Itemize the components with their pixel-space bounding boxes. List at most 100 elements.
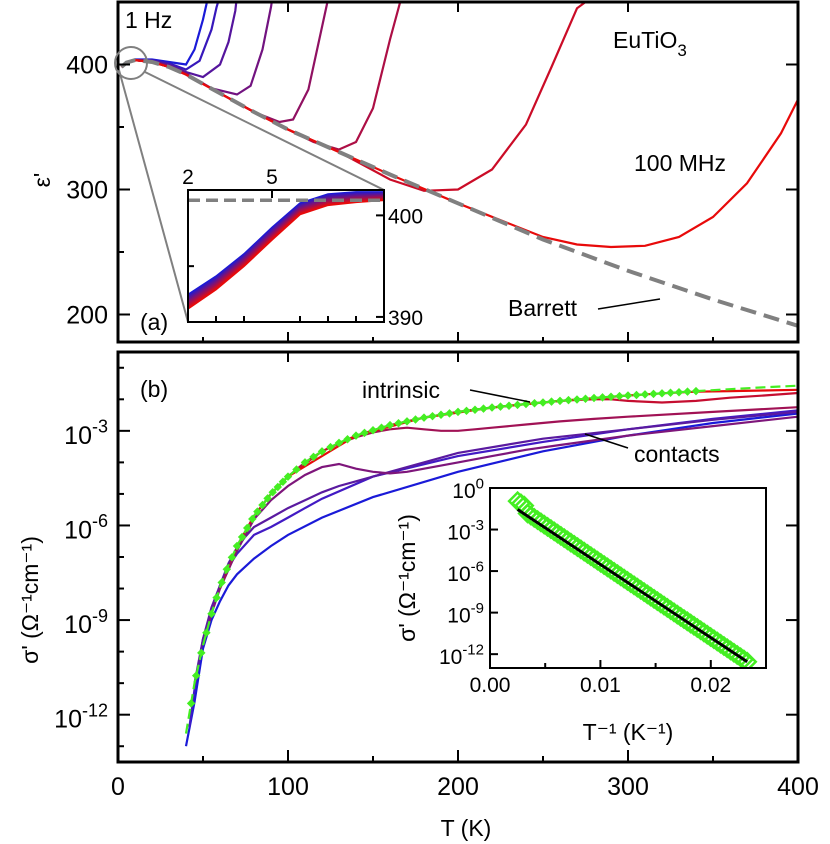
panel-b-ticks [117, 352, 799, 762]
panel-b-ytick-label-2: 10-9 [64, 606, 108, 639]
panel-a-inset-frame [187, 189, 385, 323]
panel-b-ytick-labels: 10-310-610-910-12 [54, 417, 108, 734]
panel-b-ytick-label-1-exp: -6 [92, 511, 108, 531]
intrinsic-marker [462, 406, 471, 416]
panel-b-inset-ylabel: σ' (Ω⁻¹cm⁻¹) [394, 514, 420, 642]
barrett-curve [120, 58, 798, 328]
panel-b-inset-ytick-label-2-base: 10 [447, 563, 470, 586]
zoom-circle [114, 46, 148, 80]
panel-a-title: EuTiO3 [613, 27, 687, 60]
panel-b-plot-area [184, 384, 798, 747]
panel-b-series-3 [193, 410, 798, 684]
intrinsic-label: intrinsic [362, 377, 440, 403]
intrinsic-marker [360, 428, 369, 438]
zoom-connector-upper [144, 71, 385, 191]
panel-a-inset-series-4 [188, 193, 384, 301]
panel-b-xlabel: T (K) [441, 815, 492, 841]
panel-b: 10-310-610-910-12 0 100 200 300 400 T (K) σ'… [17, 350, 819, 841]
panel-b-inset-ytick-label-1-base: 10 [447, 522, 470, 545]
low-frequency-label: 1 Hz [125, 7, 172, 33]
panel-a-inset-series-6 [188, 195, 384, 304]
panel-b-inset-xtick-label-2: 0.02 [690, 674, 731, 697]
inset-fit-line [516, 508, 749, 664]
panel-b-inset-ytick-label-4: 10-12 [439, 642, 484, 669]
panel-b-xtick-label-2: 200 [437, 773, 479, 801]
panel-b-inset-xtick-label-0: 0.00 [470, 674, 511, 697]
panel-b-inset-ytick-label-0-base: 10 [452, 480, 475, 503]
panel-b-inset-plot-area [507, 490, 758, 668]
panel-b-ytick-label-0: 10-3 [64, 417, 108, 450]
intrinsic-marker [674, 387, 684, 397]
panel-a-ytick-label-1: 300 [66, 177, 108, 205]
panel-b-ytick-label-1: 10-6 [64, 511, 108, 544]
panel-b-inset-ytick-label-2-exp: -6 [471, 559, 484, 576]
panel-a-ylabel: ε' [29, 173, 55, 188]
panel-a-ytick-labels: 200 300 400 [66, 52, 108, 330]
panel-b-inset-ytick-label-1-exp: -3 [471, 517, 484, 534]
panel-a-label: (a) [140, 309, 168, 335]
panel-a-inset-series-3 [188, 192, 384, 299]
panel-b-ytick-label-0-base: 10 [64, 422, 92, 450]
panel-a-inset-series-2 [188, 192, 384, 297]
panel-b-xtick-label-3: 300 [607, 773, 649, 801]
panel-a-ytick-label-0: 200 [66, 302, 108, 330]
panel-b-ytick-label-3: 10-12 [54, 700, 108, 733]
intrinsic-marker [598, 393, 607, 402]
panel-b-ytick-label-2-exp: -9 [92, 606, 108, 626]
zoom-connector-lower [118, 69, 189, 323]
intrinsic-marker [436, 410, 446, 420]
panel-b-inset-ytick-label-3: 10-9 [447, 600, 484, 627]
intrinsic-marker [496, 402, 505, 411]
panel-b-ytick-label-3-exp: -12 [82, 700, 108, 720]
intrinsic-marker [419, 413, 429, 422]
panel-a-ticks [117, 2, 799, 342]
barrett-pointer-line [597, 298, 661, 310]
intrinsic-pointer-line [469, 389, 531, 403]
panel-a-inset-series-10 [188, 199, 384, 310]
panel-a: 200 300 400 ε' (a) 1 Hz 100 MHz Barrett Eu… [29, 0, 800, 344]
panel-b-series-4 [201, 415, 798, 646]
panel-b-xtick-label-1: 100 [267, 773, 309, 801]
panel-b-xtick-labels: 0 100 200 300 400 [111, 773, 819, 801]
panel-a-ytick-label-2: 400 [66, 52, 108, 80]
panel-a-inset-xtick-label-1: 5 [266, 166, 278, 189]
panel-b-inset-xtick-label-1: 0.01 [580, 674, 621, 697]
panel-a-title-subscript: 3 [677, 41, 686, 60]
contacts-pointer-line [584, 433, 629, 449]
barrett-label: Barrett [508, 295, 578, 321]
panel-b-label: (b) [140, 376, 168, 402]
panel-a-inset-ticks [187, 190, 384, 322]
panel-a-inset-series-1 [188, 191, 384, 296]
intrinsic-fit-curve [184, 384, 798, 734]
panel-a-inset-ytick-label-0: 390 [388, 307, 423, 330]
panel-b-inset-ytick-label-0: 100 [452, 476, 484, 503]
panel-a-inset-plot-area [188, 191, 384, 310]
panel-b-ytick-label-3-base: 10 [54, 706, 82, 734]
panel-b-inset-border [489, 487, 767, 669]
panel-b-inset-ytick-label-1: 10-3 [447, 517, 484, 544]
panel-a-inset-series-5 [188, 194, 384, 302]
intrinsic-marker [377, 423, 386, 432]
panel-a-inset-xtick-label-0: 2 [182, 166, 194, 189]
contacts-label: contacts [634, 441, 720, 467]
panel-b-inset-ticks [489, 487, 712, 668]
panel-b-ytick-label-1-base: 10 [64, 516, 92, 544]
panel-a-inset-border [187, 189, 385, 323]
panel-b-ytick-label-0-exp: -3 [92, 417, 108, 437]
panel-b-xtick-label-0: 0 [111, 773, 125, 801]
intrinsic-marker [615, 391, 624, 401]
panel-b-ylabel: σ' (Ω⁻¹cm⁻¹) [17, 536, 43, 664]
intrinsic-marker [479, 404, 488, 413]
high-frequency-label: 100 MHz [634, 150, 726, 176]
intrinsic-marker [555, 396, 565, 406]
panel-a-inset: 2 5 390 400 [182, 166, 423, 330]
panel-b-series-1 [184, 412, 798, 747]
intrinsic-marker [657, 389, 667, 398]
panel-a-title-main: EuTiO [613, 27, 677, 53]
panel-b-inset-ytick-label-3-exp: -9 [471, 600, 484, 617]
panel-b-inset-ytick-label-4-base: 10 [439, 646, 462, 669]
